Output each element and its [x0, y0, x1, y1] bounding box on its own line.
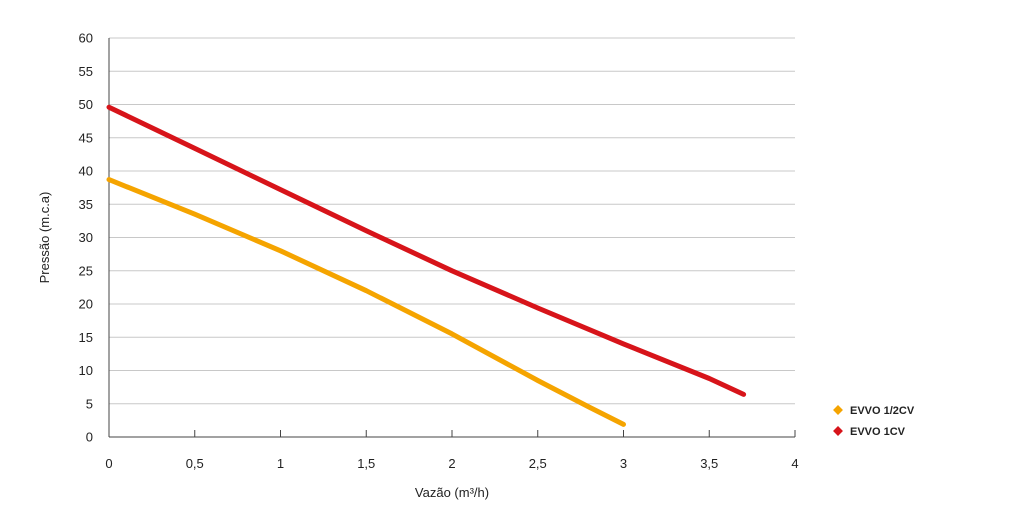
- x-axis-ticks: 0 0,5 1 1,5 2 2,5 3 3,5 4: [105, 430, 799, 471]
- legend-marker-0: [833, 405, 843, 415]
- y-tick-label: 40: [79, 164, 93, 179]
- series-line-1: [106, 104, 747, 397]
- series-lines: [106, 104, 747, 427]
- y-tick-label: 5: [86, 396, 93, 411]
- y-tick-label: 20: [79, 297, 93, 312]
- y-tick-label: 45: [79, 130, 93, 145]
- x-axis-title: Vazão (m³/h): [415, 485, 489, 500]
- x-tick-label: 1,5: [357, 456, 375, 471]
- y-tick-label: 25: [79, 263, 93, 278]
- series-line-0: [106, 177, 626, 427]
- y-tick-label: 50: [79, 97, 93, 112]
- y-tick-label: 15: [79, 330, 93, 345]
- y-tick-label: 0: [86, 430, 93, 445]
- y-axis-ticks: 0 5 10 15 20 25 30 35 40 45 50 55 60: [79, 31, 93, 445]
- y-tick-label: 55: [79, 64, 93, 79]
- y-tick-label: 30: [79, 230, 93, 245]
- y-tick-label: 35: [79, 197, 93, 212]
- legend: EVVO 1/2CV EVVO 1CV: [833, 405, 915, 438]
- y-tick-label: 10: [79, 363, 93, 378]
- legend-label-0: EVVO 1/2CV: [850, 405, 915, 417]
- x-tick-label: 0: [105, 456, 112, 471]
- y-tick-label: 60: [79, 31, 93, 46]
- x-tick-label: 4: [791, 456, 798, 471]
- x-tick-label: 2: [448, 456, 455, 471]
- legend-marker-1: [833, 426, 843, 436]
- legend-label-1: EVVO 1CV: [850, 426, 906, 438]
- x-tick-label: 2,5: [529, 456, 547, 471]
- x-tick-label: 1: [277, 456, 284, 471]
- y-axis-title: Pressão (m.c.a): [37, 192, 52, 284]
- x-tick-label: 3: [620, 456, 627, 471]
- x-tick-label: 0,5: [186, 456, 204, 471]
- x-tick-label: 3,5: [700, 456, 718, 471]
